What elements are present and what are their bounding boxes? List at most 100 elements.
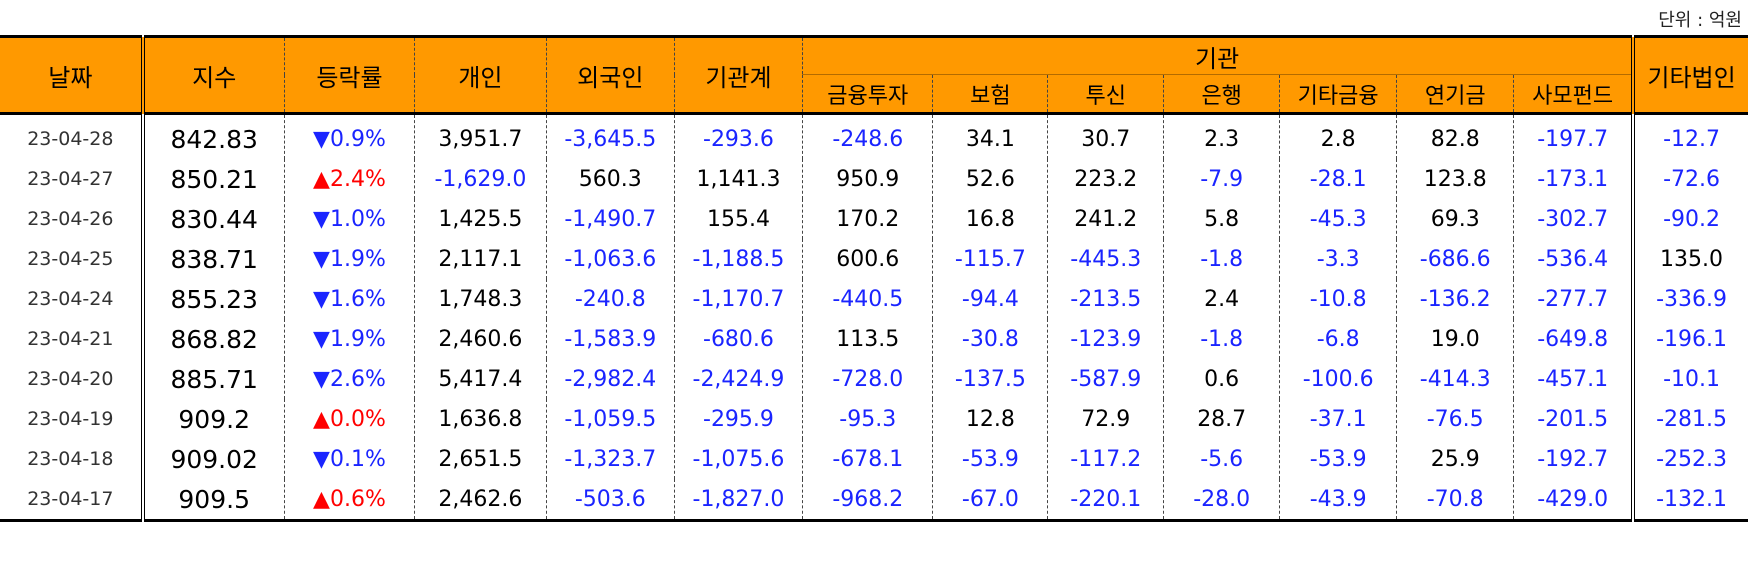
cell-other-corporation: -336.9 [1631,279,1748,319]
cell-private-equity: -302.7 [1513,199,1634,239]
header-investment-trust: 투신 [1047,74,1164,115]
cell-index: 909.2 [140,399,285,439]
cell-institution-total: -1,188.5 [673,239,803,279]
header-pension: 연기금 [1396,74,1514,115]
triangle-down-icon: ▼ [313,446,330,472]
cell-private-equity: -277.7 [1513,279,1634,319]
cell-private-equity: -649.8 [1513,319,1634,359]
cell-date: 23-04-18 [27,448,114,470]
cell-date: 23-04-17 [27,488,114,510]
cell-financial-investment: 950.9 [802,159,933,199]
cell-change: ▲0.0% [283,399,415,439]
cell-institution-total: 155.4 [673,199,803,239]
cell-foreign: -3,645.5 [545,113,675,159]
cell-other-financial: -6.8 [1279,319,1397,359]
cell-other-financial: -45.3 [1279,199,1397,239]
header-insurance: 보험 [932,74,1048,115]
header-date: 날짜 [0,36,143,115]
cell-insurance: -53.9 [932,439,1048,479]
header-other-corporation: 기타법인 [1631,36,1748,115]
table-row: 23-04-20 885.71 ▼2.6% 5,417.4 -2,982.4 -2,424… [0,359,1748,399]
cell-institution-total: -680.6 [673,319,803,359]
cell-insurance: -137.5 [932,359,1048,399]
cell-insurance: -94.4 [932,279,1048,319]
cell-index: 842.83 [140,113,285,159]
header-institution-total: 기관계 [673,36,803,115]
cell-institution-total: -293.6 [673,113,803,159]
cell-institution-total: -1,075.6 [673,439,803,479]
cell-index: 850.21 [140,159,285,199]
cell-date: 23-04-21 [27,328,114,350]
cell-bank: -1.8 [1163,239,1280,279]
header-individual: 개인 [414,36,547,115]
cell-individual: -1,629.0 [414,159,547,199]
change-value: 0.6% [329,486,386,512]
header-change: 등락률 [283,36,415,115]
cell-foreign: 560.3 [545,159,675,199]
cell-private-equity: -429.0 [1513,479,1634,521]
triangle-up-icon: ▲ [313,166,330,192]
cell-other-corporation: -90.2 [1631,199,1748,239]
change-value: 1.6% [329,286,386,312]
cell-pension: 123.8 [1396,159,1514,199]
cell-foreign: -2,982.4 [545,359,675,399]
cell-financial-investment: -95.3 [802,399,933,439]
cell-pension: -686.6 [1396,239,1514,279]
cell-institution-total: -1,170.7 [673,279,803,319]
cell-financial-investment: -728.0 [802,359,933,399]
cell-bank: -1.8 [1163,319,1280,359]
cell-date: 23-04-24 [27,288,114,310]
cell-date: 23-04-20 [27,368,114,390]
cell-investment-trust: -445.3 [1047,239,1164,279]
table-row: 23-04-19 909.2 ▲0.0% 1,636.8 -1,059.5 -295.9-… [0,399,1748,439]
cell-insurance: 34.1 [932,113,1048,159]
table-row: 23-04-28 842.83 ▼0.9% 3,951.7 -3,645.5 -293.6… [0,113,1748,159]
cell-insurance: 16.8 [932,199,1048,239]
cell-insurance: -30.8 [932,319,1048,359]
cell-index: 838.71 [140,239,285,279]
cell-investment-trust: -123.9 [1047,319,1164,359]
cell-investment-trust: 223.2 [1047,159,1164,199]
cell-foreign: -1,583.9 [545,319,675,359]
cell-date: 23-04-19 [27,408,114,430]
cell-financial-investment: -440.5 [802,279,933,319]
triangle-up-icon: ▲ [313,406,330,432]
cell-change: ▲2.4% [283,159,415,199]
cell-investment-trust: -213.5 [1047,279,1164,319]
cell-financial-investment: 600.6 [802,239,933,279]
cell-bank: 2.4 [1163,279,1280,319]
cell-insurance: -67.0 [932,479,1048,521]
cell-pension: 69.3 [1396,199,1514,239]
change-value: 1.9% [329,246,386,272]
cell-foreign: -503.6 [545,479,675,521]
triangle-down-icon: ▼ [313,126,330,152]
cell-investment-trust: 72.9 [1047,399,1164,439]
cell-investment-trust: 241.2 [1047,199,1164,239]
cell-financial-investment: 113.5 [802,319,933,359]
change-value: 2.4% [329,166,386,192]
cell-private-equity: -192.7 [1513,439,1634,479]
cell-financial-investment: -968.2 [802,479,933,521]
change-value: 0.0% [329,406,386,432]
cell-pension: 19.0 [1396,319,1514,359]
cell-private-equity: -173.1 [1513,159,1634,199]
triangle-down-icon: ▼ [313,366,330,392]
change-value: 1.0% [329,206,386,232]
cell-other-corporation: -252.3 [1631,439,1748,479]
table-row: 23-04-27 850.21 ▲2.4% -1,629.0 560.3 1,141.3 9… [0,159,1748,199]
cell-change: ▼1.9% [283,239,415,279]
cell-bank: 28.7 [1163,399,1280,439]
table-row: 23-04-17 909.5 ▲0.6% 2,462.6 -503.6 -1,827.0-… [0,479,1748,521]
cell-other-financial: -53.9 [1279,439,1397,479]
change-value: 0.9% [329,126,386,152]
cell-bank: 5.8 [1163,199,1280,239]
change-value: 1.9% [329,326,386,352]
cell-bank: 2.3 [1163,113,1280,159]
cell-other-financial: -100.6 [1279,359,1397,399]
cell-foreign: -1,059.5 [545,399,675,439]
cell-other-financial: 2.8 [1279,113,1397,159]
cell-date: 23-04-25 [27,248,114,270]
cell-individual: 5,417.4 [414,359,547,399]
investor-trading-table: 날짜 지수 등락률 개인 외국인 기관계 기관 기타법인 금융투자 보험 투신 … [0,35,1748,522]
cell-pension: 82.8 [1396,113,1514,159]
